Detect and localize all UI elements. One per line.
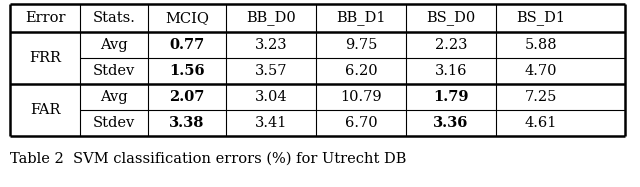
Text: 3.38: 3.38 xyxy=(170,116,205,130)
Text: MCIQ: MCIQ xyxy=(165,11,209,25)
Text: 10.79: 10.79 xyxy=(340,90,382,104)
Text: Error: Error xyxy=(25,11,65,25)
Text: 9.75: 9.75 xyxy=(345,38,377,52)
Text: Stdev: Stdev xyxy=(93,64,135,78)
Text: 5.88: 5.88 xyxy=(525,38,557,52)
Text: BS_D0: BS_D0 xyxy=(426,10,476,25)
Text: 3.57: 3.57 xyxy=(255,64,287,78)
Text: FAR: FAR xyxy=(30,103,60,117)
Text: 3.41: 3.41 xyxy=(255,116,287,130)
Text: 1.56: 1.56 xyxy=(169,64,205,78)
Text: 4.61: 4.61 xyxy=(525,116,557,130)
Text: BB_D1: BB_D1 xyxy=(336,10,386,25)
Text: 2.23: 2.23 xyxy=(435,38,467,52)
Text: Avg: Avg xyxy=(100,38,128,52)
Text: 6.20: 6.20 xyxy=(345,64,378,78)
Text: Table 2  SVM classification errors (%) for Utrecht DB: Table 2 SVM classification errors (%) fo… xyxy=(10,152,406,166)
Text: Stdev: Stdev xyxy=(93,116,135,130)
Text: BB_D0: BB_D0 xyxy=(246,10,296,25)
Text: BS_D1: BS_D1 xyxy=(516,10,566,25)
Text: 6.70: 6.70 xyxy=(345,116,378,130)
Text: 3.36: 3.36 xyxy=(433,116,468,130)
Text: FRR: FRR xyxy=(29,51,61,65)
Text: 3.04: 3.04 xyxy=(255,90,287,104)
Text: Avg: Avg xyxy=(100,90,128,104)
Text: 1.79: 1.79 xyxy=(433,90,468,104)
Text: 0.77: 0.77 xyxy=(170,38,205,52)
Text: 3.23: 3.23 xyxy=(255,38,287,52)
Text: 3.16: 3.16 xyxy=(435,64,467,78)
Text: 7.25: 7.25 xyxy=(525,90,557,104)
Text: 2.07: 2.07 xyxy=(170,90,205,104)
Text: Stats.: Stats. xyxy=(93,11,136,25)
Text: 4.70: 4.70 xyxy=(525,64,557,78)
